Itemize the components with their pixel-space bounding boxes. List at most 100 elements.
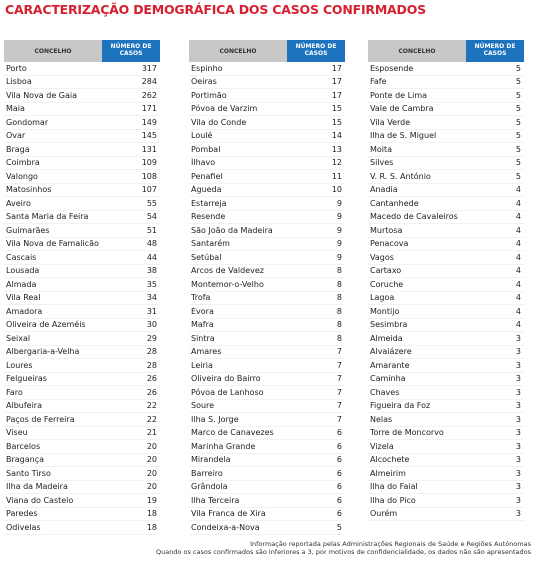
case-count: 7 — [336, 374, 342, 384]
table-row: Sesimbra 4 — [368, 319, 524, 332]
table-row: Almada 35 — [4, 278, 160, 292]
table-row: Viana do Castelo 19 — [4, 494, 160, 508]
case-count: 26 — [146, 387, 157, 397]
case-count: 4 — [515, 252, 521, 262]
case-count: 5 — [515, 104, 521, 114]
municipality: São João da Madeira — [191, 225, 273, 235]
case-count: 14 — [331, 131, 342, 141]
municipality: Viana do Castelo — [6, 495, 74, 505]
table-row: Ilha do Pico 3 — [368, 494, 524, 508]
municipality: Ílhavo — [191, 158, 216, 168]
municipality: Santa Maria da Feira — [6, 212, 89, 222]
table-header: CONCELHO NÚMERO DE CASOS — [189, 40, 345, 62]
municipality: Albufeira — [6, 401, 42, 411]
table-row: Espinho 17 — [189, 62, 345, 76]
municipality: Ilha do Faial — [370, 482, 418, 492]
municipality: Mirandela — [191, 455, 231, 465]
table-row: Águeda 10 — [189, 184, 345, 197]
municipality: Bragança — [6, 455, 45, 465]
table-row: Oliveira de Azeméis 30 — [4, 319, 160, 332]
municipality: Matosinhos — [6, 185, 52, 195]
table-row: Vila Nova de Famalicão 48 — [4, 238, 160, 251]
municipality: Almada — [6, 279, 37, 289]
table-row: Porto 317 — [4, 62, 160, 76]
municipality: Estarreja — [191, 198, 227, 208]
table-row: Grândola 6 — [189, 481, 345, 494]
table: CONCELHO NÚMERO DE CASOS Espinho 17 Oeiras 17… — [189, 40, 345, 535]
municipality: Murtosa — [370, 225, 403, 235]
municipality: Nelas — [370, 414, 393, 424]
table-row: Valongo 108 — [4, 170, 160, 184]
case-count: 28 — [146, 347, 157, 357]
table-row: Marco de Canavezes 6 — [189, 427, 345, 440]
table-row: Torre de Moncorvo 3 — [368, 427, 524, 440]
table-row: Penafiel 11 — [189, 170, 345, 184]
municipality: Soure — [191, 401, 215, 411]
case-count: 9 — [336, 239, 342, 249]
case-count: 5 — [515, 158, 521, 168]
table-row: Resende 9 — [189, 211, 345, 224]
case-count: 34 — [146, 293, 157, 303]
case-count: 17 — [331, 90, 342, 100]
case-count: 262 — [141, 90, 157, 100]
case-count: 3 — [515, 495, 521, 505]
case-count: 4 — [515, 198, 521, 208]
municipality: Oliveira de Azeméis — [6, 320, 86, 330]
municipality: Esposende — [370, 63, 414, 73]
table-row: Ponte de Lima 5 — [368, 89, 524, 103]
case-count: 7 — [336, 360, 342, 370]
table-row: Silves 5 — [368, 157, 524, 170]
municipality: Lagoa — [370, 293, 395, 303]
table-row: Montijo 4 — [368, 305, 524, 319]
municipality: Torre de Moncorvo — [370, 428, 444, 438]
table-row: Ourém 3 — [368, 508, 524, 521]
municipality: Porto — [6, 63, 27, 73]
municipality: Sintra — [191, 333, 215, 343]
case-count: 284 — [141, 77, 157, 87]
table-row: Soure 7 — [189, 400, 345, 413]
case-count: 3 — [515, 401, 521, 411]
municipality: Amares — [191, 347, 222, 357]
table-row: Viseu 21 — [4, 427, 160, 440]
municipality: Espinho — [191, 63, 223, 73]
case-count: 55 — [146, 198, 157, 208]
case-count: 9 — [336, 252, 342, 262]
case-count: 11 — [331, 171, 342, 181]
municipality: Barreiro — [191, 468, 223, 478]
municipality: Odivelas — [6, 522, 41, 532]
table-row: Oliveira do Bairro 7 — [189, 373, 345, 386]
case-count: 3 — [515, 482, 521, 492]
table-row: Póvoa de Varzim 15 — [189, 103, 345, 116]
table-row: Ilha do Faial 3 — [368, 481, 524, 494]
case-count: 20 — [146, 482, 157, 492]
table-row: Oeiras 17 — [189, 76, 345, 89]
municipality: Póvoa de Varzim — [191, 104, 258, 114]
table-row: Moita 5 — [368, 143, 524, 157]
table-row: Loulé 14 — [189, 130, 345, 143]
table-row: Sintra 8 — [189, 332, 345, 346]
case-count: 12 — [331, 158, 342, 168]
case-count: 3 — [515, 455, 521, 465]
case-count: 6 — [336, 495, 342, 505]
table-row: Vila Franca de Xira 6 — [189, 508, 345, 521]
table-row: Loures 28 — [4, 359, 160, 373]
case-count: 7 — [336, 414, 342, 424]
table-row: Felgueiras 26 — [4, 373, 160, 386]
case-count: 26 — [146, 374, 157, 384]
case-count: 4 — [515, 320, 521, 330]
municipality: Lousada — [6, 266, 40, 276]
case-count: 5 — [515, 117, 521, 127]
municipality: Marco de Canavezes — [191, 428, 274, 438]
note: Quando os casos confirmados são inferior… — [155, 548, 531, 557]
case-count: 171 — [141, 104, 157, 114]
table-row: Barcelos 20 — [4, 440, 160, 454]
municipality: Trofa — [191, 293, 211, 303]
municipality: Figueira da Foz — [370, 401, 431, 411]
table-row: Coimbra 109 — [4, 157, 160, 170]
table-row: Setúbal 9 — [189, 251, 345, 265]
case-count: 29 — [146, 333, 157, 343]
case-count: 4 — [515, 293, 521, 303]
case-count: 9 — [336, 212, 342, 222]
case-count: 17 — [331, 77, 342, 87]
municipality: Oeiras — [191, 77, 217, 87]
